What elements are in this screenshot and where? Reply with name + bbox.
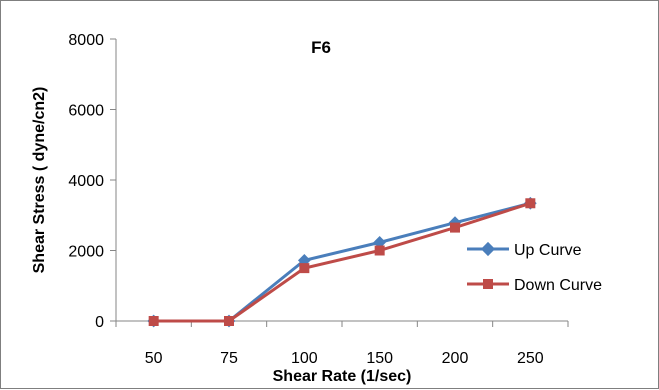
series-up-curve <box>147 196 537 328</box>
x-tick-label: 75 <box>220 350 238 367</box>
data-point-square <box>148 316 159 326</box>
x-tick-label: 250 <box>517 350 544 367</box>
data-point-square <box>374 245 385 256</box>
x-tick-label: 50 <box>145 350 163 367</box>
legend-label-up-curve: Up Curve <box>514 242 582 259</box>
x-ticks: 50 75 100 150 200 250 <box>115 321 569 367</box>
axes <box>115 39 568 322</box>
y-tick-label: 8000 <box>68 32 104 49</box>
data-point-square <box>450 222 460 233</box>
x-tick-label: 200 <box>442 350 469 367</box>
data-point-square <box>299 263 310 274</box>
y-tick-label: 0 <box>95 314 104 331</box>
x-axis-title: Shear Rate (1/sec) <box>273 368 412 385</box>
x-tick-label: 100 <box>291 350 318 367</box>
y-axis-title: Shear Stress ( dyne/cn2) <box>31 87 48 274</box>
y-ticks: 0 2000 4000 6000 8000 <box>68 32 116 331</box>
series-layer <box>147 196 537 328</box>
y-tick-label: 2000 <box>68 244 104 261</box>
legend-item-up-curve: Up Curve <box>467 241 582 259</box>
x-tick-label: 150 <box>366 350 393 367</box>
legend-marker-up-curve <box>480 241 496 257</box>
y-tick-label: 6000 <box>68 103 104 120</box>
series-line <box>153 201 531 323</box>
y-tick-label: 4000 <box>68 173 104 190</box>
legend-item-down-curve: Down Curve <box>467 277 602 294</box>
legend-marker-down-curve <box>483 279 493 289</box>
legend: Up Curve Down Curve <box>467 241 602 294</box>
legend-label-down-curve: Down Curve <box>514 277 602 294</box>
data-point-square <box>525 198 536 209</box>
data-point-square <box>224 316 234 326</box>
series-down-curve <box>148 198 536 326</box>
chart-title: F6 <box>311 38 331 57</box>
